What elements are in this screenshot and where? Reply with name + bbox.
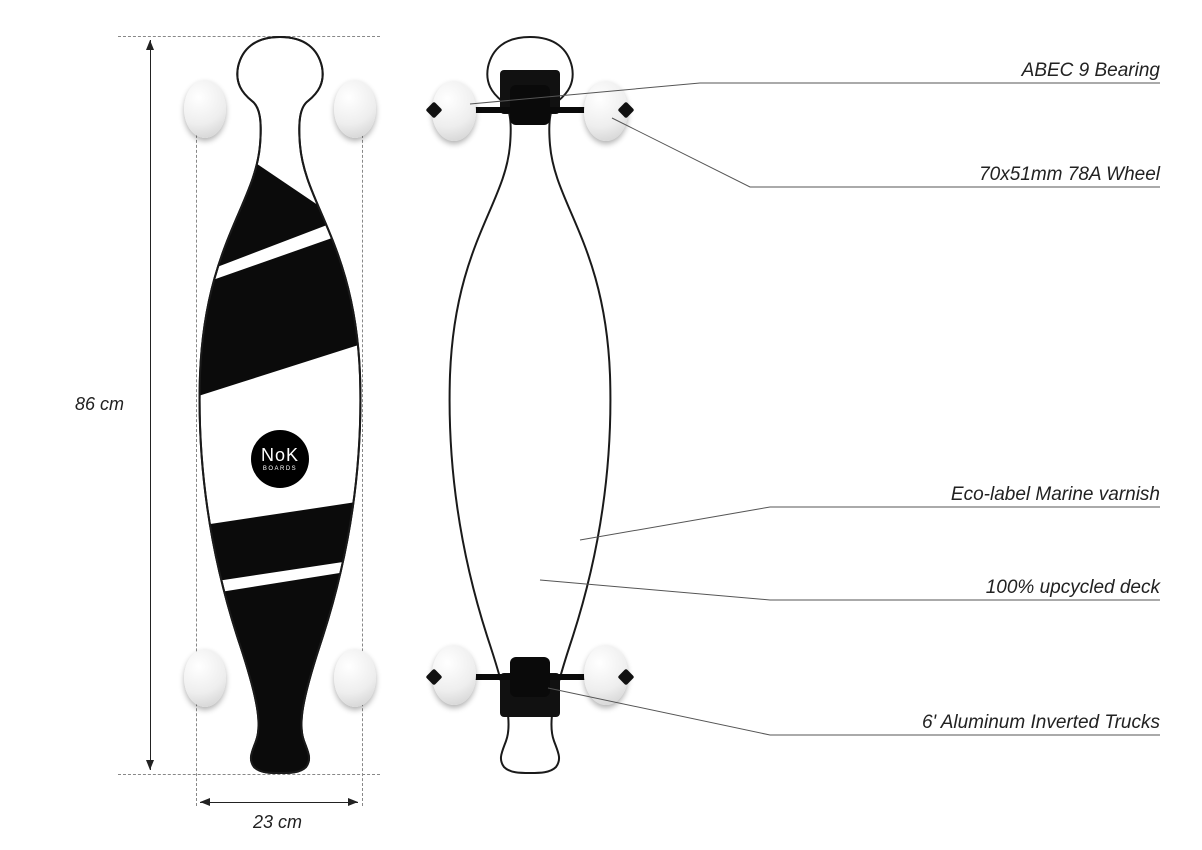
callout-deck: 100% upcycled deck [986,577,1160,599]
back-truck-hanger-top [510,85,550,125]
board-front: NoK BOARDS [190,35,370,775]
dim-label-width: 23 cm [253,812,302,833]
front-deck-svg [190,35,370,775]
logo-subtext: BOARDS [263,466,297,472]
dim-arrow-width [200,802,358,803]
callout-varnish: Eco-label Marine varnish [951,484,1160,506]
logo-badge: NoK BOARDS [251,430,309,488]
logo-text: NoK [261,446,299,464]
callout-wheel: 70x51mm 78A Wheel [979,164,1160,186]
callout-bearing: ABEC 9 Bearing [1022,60,1160,82]
dim-label-height: 86 cm [75,394,124,415]
dim-arrow-height [150,40,151,770]
board-back [440,35,620,775]
callout-trucks: 6' Aluminum Inverted Trucks [922,712,1160,734]
